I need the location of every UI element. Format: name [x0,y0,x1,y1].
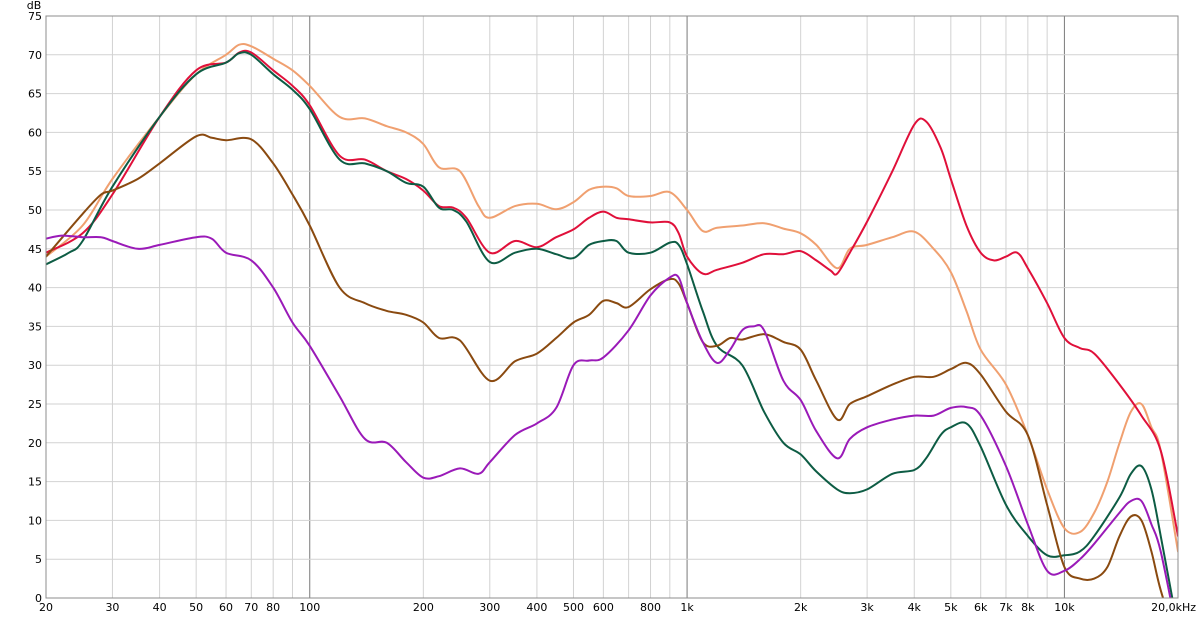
x-tick-label: 6k [974,601,988,614]
x-tick-label: 8k [1021,601,1035,614]
series-line-1 [46,42,1178,553]
y-tick-label: 50 [28,204,42,217]
y-tick-label: 70 [28,49,42,62]
y-tick-label: 65 [28,88,42,101]
series-line-3 [46,51,1174,598]
x-tick-label: 50 [189,601,203,614]
x-tick-label: 20 [39,601,53,614]
x-tick-label: 20,0kHz [1151,601,1196,614]
y-tick-label: 55 [28,165,42,178]
y-tick-label: 0 [35,592,42,605]
y-tick-label: 15 [28,476,42,489]
series-line-4 [46,133,1165,598]
y-tick-label: 75 [28,10,42,23]
x-tick-label: 30 [105,601,119,614]
series-line-2 [46,49,1178,537]
x-tick-labels: 20 30 40 50 60 70 80 100 200 300 400 500 600 800 1k 2k 3… [39,601,1196,614]
y-tick-label: 30 [28,359,42,372]
y-tick-label: 5 [35,553,42,566]
series-group [46,42,1178,598]
y-tick-label: 60 [28,126,42,139]
y-tick-label: 25 [28,398,42,411]
x-tick-label: 3k [860,601,874,614]
y-tick-labels: 0 5 10 15 20 25 30 35 40 45 50 55 60 65 70 75 [28,10,42,605]
x-tick-label: 200 [413,601,434,614]
x-tick-label: 2k [794,601,808,614]
y-tick-label: 40 [28,282,42,295]
x-tick-label: 7k [999,601,1013,614]
x-tick-label: 60 [219,601,233,614]
x-tick-label: 4k [908,601,922,614]
x-tick-label: 80 [266,601,280,614]
x-tick-label: 40 [153,601,167,614]
x-tick-label: 10k [1054,601,1075,614]
y-tick-label: 20 [28,437,42,450]
y-axis-label: dB [27,0,42,12]
series-line-5 [46,234,1172,598]
x-tick-label: 500 [563,601,584,614]
y-tick-label: 35 [28,320,42,333]
x-tick-label: 400 [526,601,547,614]
plot-frame [45,15,1179,599]
y-tick-label: 10 [28,514,42,527]
x-tick-label: 800 [640,601,661,614]
x-tick-label: 300 [479,601,500,614]
plot-background [46,16,1178,598]
x-tick-label: 5k [944,601,958,614]
x-tick-label: 1k [680,601,694,614]
x-tick-label: 600 [593,601,614,614]
x-tick-label: 70 [244,601,258,614]
x-tick-label: 100 [299,601,320,614]
y-tick-label: 45 [28,243,42,256]
